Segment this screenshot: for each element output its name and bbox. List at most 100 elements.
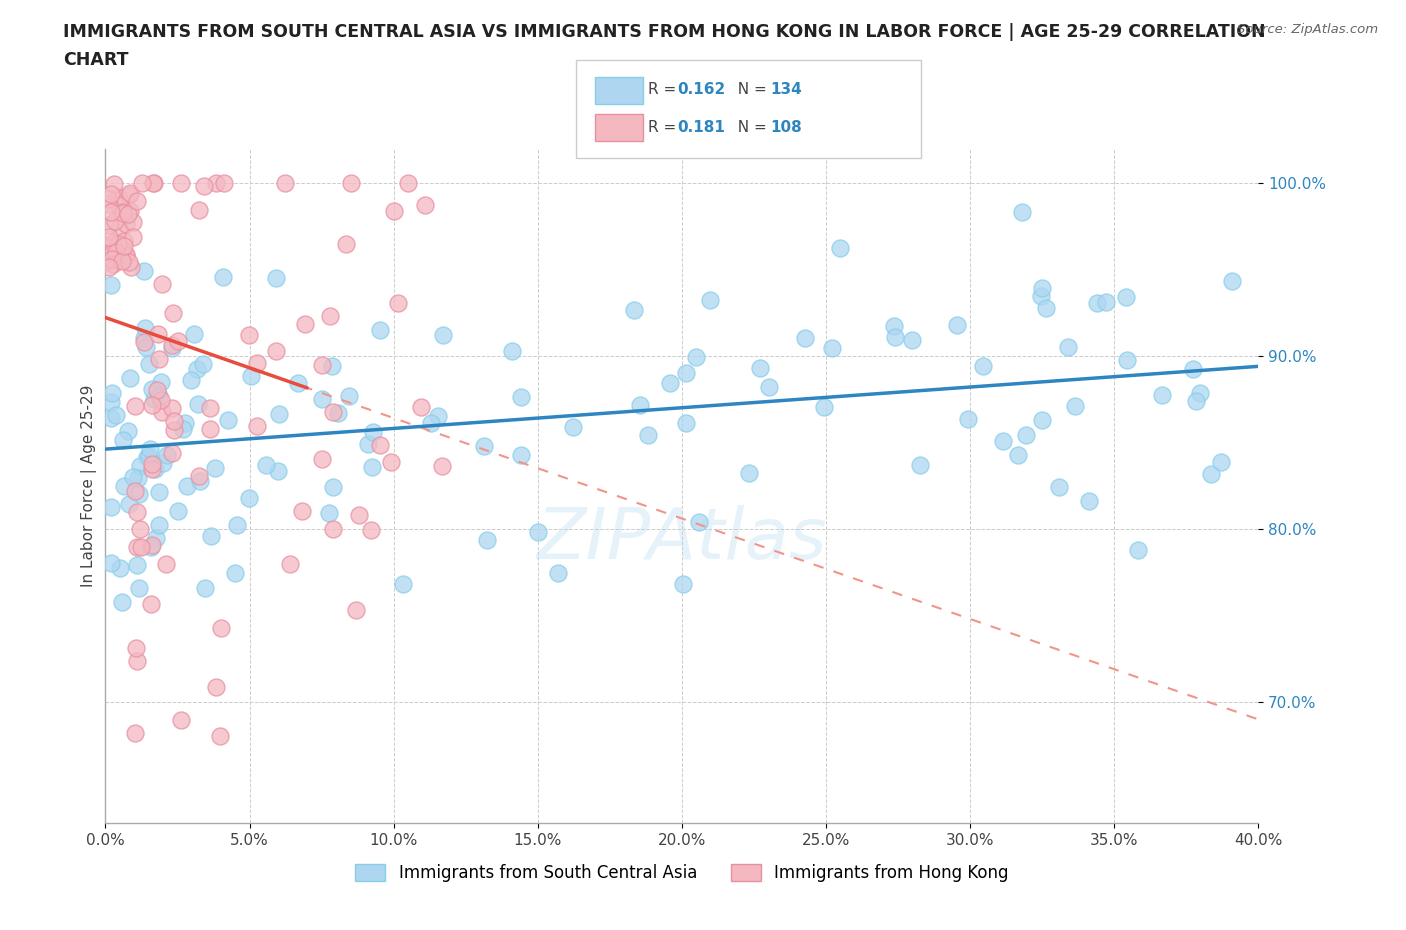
Point <box>124 725 146 740</box>
Point <box>148 517 170 532</box>
Point <box>266 343 288 358</box>
Point <box>1220 273 1243 288</box>
Point <box>141 397 163 412</box>
Point <box>162 338 184 352</box>
Point <box>132 335 155 350</box>
Point <box>127 471 149 485</box>
Point <box>820 340 842 355</box>
Point <box>125 193 148 208</box>
Point <box>111 206 134 220</box>
Point <box>98 196 121 211</box>
Point <box>118 497 141 512</box>
Point <box>141 461 163 476</box>
Point <box>361 459 384 474</box>
Point <box>150 375 173 390</box>
Point <box>311 392 333 406</box>
Point <box>1015 427 1038 442</box>
Point <box>150 277 173 292</box>
Point <box>125 539 148 554</box>
Point <box>267 407 290 422</box>
Point <box>1199 466 1222 481</box>
Point <box>100 278 122 293</box>
Point <box>1031 281 1053 296</box>
Point <box>380 455 402 470</box>
Point <box>103 244 125 259</box>
Point <box>187 469 209 484</box>
Point <box>637 428 659 443</box>
Point <box>318 308 340 323</box>
Y-axis label: In Labor Force | Age 25-29: In Labor Force | Age 25-29 <box>82 385 97 587</box>
Point <box>145 531 167 546</box>
Point <box>132 264 155 279</box>
Text: IMMIGRANTS FROM SOUTH CENTRAL ASIA VS IMMIGRANTS FROM HONG KONG IN LABOR FORCE |: IMMIGRANTS FROM SOUTH CENTRAL ASIA VS IM… <box>63 23 1265 41</box>
Point <box>112 479 135 494</box>
Point <box>188 473 211 488</box>
Text: N =: N = <box>728 82 772 98</box>
Point <box>361 425 384 440</box>
Point <box>287 375 309 390</box>
Point <box>246 418 269 433</box>
Point <box>167 334 190 349</box>
Point <box>1095 295 1118 310</box>
Point <box>100 395 122 410</box>
Point <box>204 176 226 191</box>
Point <box>136 449 159 464</box>
Point <box>134 321 156 336</box>
Point <box>104 245 127 259</box>
Point <box>162 306 184 321</box>
Point <box>115 247 138 262</box>
Point <box>685 350 707 365</box>
Point <box>100 499 122 514</box>
Point <box>1115 353 1137 368</box>
Point <box>291 503 314 518</box>
Point <box>183 326 205 341</box>
Point <box>1078 494 1101 509</box>
Point <box>318 506 340 521</box>
Point <box>883 330 905 345</box>
Point <box>322 405 344 419</box>
Point <box>1085 296 1108 311</box>
Point <box>150 392 173 407</box>
Point <box>501 344 523 359</box>
Point <box>623 303 645 318</box>
Point <box>146 327 169 342</box>
Text: 134: 134 <box>770 82 803 98</box>
Point <box>510 448 533 463</box>
Point <box>794 331 817 346</box>
Point <box>561 419 583 434</box>
Point <box>187 203 209 218</box>
Point <box>368 437 391 452</box>
Point <box>426 408 449 423</box>
Point <box>339 176 361 191</box>
Point <box>124 641 146 656</box>
Text: N =: N = <box>728 120 772 135</box>
Point <box>97 260 120 275</box>
Point <box>908 458 931 472</box>
Point <box>240 368 263 383</box>
Point <box>246 356 269 371</box>
Point <box>170 176 193 191</box>
Point <box>1185 394 1208 409</box>
Point <box>672 577 695 591</box>
Point <box>191 356 214 371</box>
Point <box>176 479 198 494</box>
Point <box>167 503 190 518</box>
Point <box>1209 455 1232 470</box>
Point <box>675 365 697 380</box>
Point <box>211 270 233 285</box>
Point <box>344 603 367 618</box>
Point <box>828 241 851 256</box>
Point <box>547 565 569 580</box>
Point <box>111 594 134 609</box>
Point <box>138 449 160 464</box>
Point <box>337 389 360 404</box>
Point <box>224 566 246 581</box>
Point <box>225 517 247 532</box>
Point <box>128 580 150 595</box>
Point <box>900 333 922 348</box>
Point <box>108 197 131 212</box>
Point <box>142 176 165 191</box>
Point <box>141 538 163 552</box>
Point <box>1011 205 1033 219</box>
Point <box>658 376 681 391</box>
